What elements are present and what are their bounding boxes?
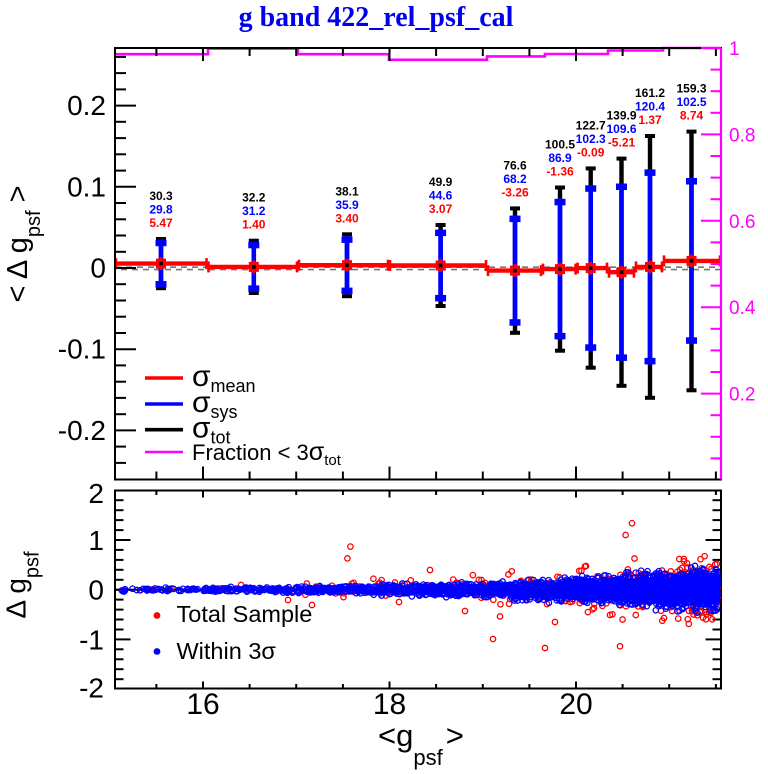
svg-text:31.2: 31.2 (242, 204, 266, 218)
svg-text:29.8: 29.8 (149, 203, 173, 217)
svg-text:1.37: 1.37 (638, 113, 662, 127)
svg-text:2: 2 (88, 478, 104, 509)
svg-text:1: 1 (88, 525, 104, 556)
svg-text:0.2: 0.2 (67, 90, 106, 121)
svg-text:-0.1: -0.1 (58, 334, 106, 365)
svg-text:g band 422_rel_psf_cal: g band 422_rel_psf_cal (239, 2, 514, 33)
svg-text:8.74: 8.74 (680, 109, 704, 123)
svg-text:0.1: 0.1 (67, 171, 106, 202)
svg-text:Total Sample: Total Sample (177, 601, 313, 627)
svg-text:-2: -2 (79, 673, 104, 704)
svg-text:Within 3σ: Within 3σ (177, 638, 277, 664)
svg-text:-0.2: -0.2 (58, 415, 106, 446)
svg-text:1.40: 1.40 (242, 218, 266, 232)
svg-text:49.9: 49.9 (429, 175, 453, 189)
svg-text:38.1: 38.1 (335, 184, 359, 198)
svg-text:3.07: 3.07 (429, 202, 453, 216)
svg-text:44.6: 44.6 (429, 189, 453, 203)
svg-text:3.40: 3.40 (335, 211, 359, 225)
svg-text:86.9: 86.9 (548, 151, 572, 165)
svg-text:161.2: 161.2 (635, 86, 665, 100)
svg-text:120.4: 120.4 (635, 100, 665, 114)
svg-text:-3.26: -3.26 (501, 185, 529, 199)
svg-text:0: 0 (90, 253, 106, 284)
svg-text:76.6: 76.6 (503, 158, 527, 172)
svg-text:68.2: 68.2 (503, 172, 527, 186)
svg-text:35.9: 35.9 (335, 198, 359, 212)
svg-text:Fraction < 3σtot: Fraction < 3σtot (192, 438, 342, 469)
svg-text:100.5: 100.5 (545, 138, 575, 152)
svg-text:-1: -1 (79, 624, 104, 655)
svg-text:0: 0 (88, 575, 104, 606)
svg-text:-0.09: -0.09 (577, 145, 605, 159)
svg-text:109.6: 109.6 (606, 122, 636, 136)
svg-text:159.3: 159.3 (676, 82, 706, 96)
svg-text:0.2: 0.2 (729, 385, 755, 406)
svg-text:18: 18 (373, 688, 406, 721)
svg-text:122.7: 122.7 (576, 118, 606, 132)
svg-text:1: 1 (729, 39, 740, 60)
svg-text:30.3: 30.3 (149, 189, 173, 203)
svg-text:20: 20 (559, 688, 592, 721)
svg-text:-1.36: -1.36 (546, 165, 574, 179)
svg-text:-5.21: -5.21 (608, 136, 636, 150)
svg-text:0.6: 0.6 (729, 212, 755, 233)
svg-text:0.4: 0.4 (729, 298, 756, 319)
svg-text:102.3: 102.3 (576, 132, 606, 146)
svg-text:139.9: 139.9 (606, 109, 636, 123)
svg-text:102.5: 102.5 (676, 95, 706, 109)
svg-text:32.2: 32.2 (242, 191, 266, 205)
svg-text:5.47: 5.47 (149, 216, 173, 230)
svg-text:0.8: 0.8 (729, 125, 755, 146)
svg-text:16: 16 (186, 688, 219, 721)
